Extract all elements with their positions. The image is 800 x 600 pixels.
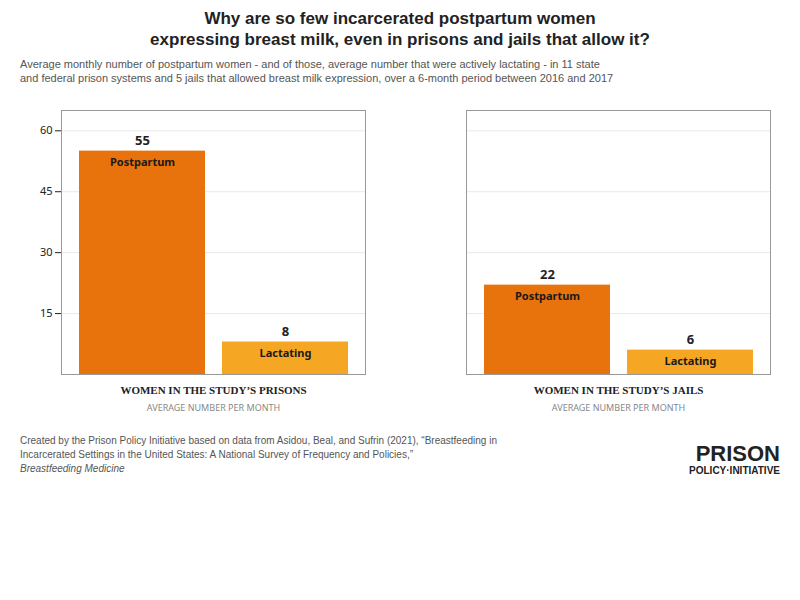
html-text:PRISON: PRISON <box>695 441 780 467</box>
svg-text:8: 8 <box>282 322 289 340</box>
svg-text:30: 30 <box>40 244 53 259</box>
svg-text:WOMEN IN THE STUDY’S JAILS: WOMEN IN THE STUDY’S JAILS <box>534 384 704 396</box>
html-text:Why are so few incarcerated po: Why are so few incarcerated postpartum w… <box>150 9 650 50</box>
svg-text:15: 15 <box>40 305 53 320</box>
svg-text:Lactating: Lactating <box>260 345 312 360</box>
svg-text:6: 6 <box>687 330 694 348</box>
svg-text:45: 45 <box>40 183 53 198</box>
html-text:Created by the Prison Policy I: Created by the Prison Policy Initiative … <box>20 435 497 461</box>
svg-text:AVERAGE NUMBER PER MONTH: AVERAGE NUMBER PER MONTH <box>147 401 280 414</box>
svg-text:60: 60 <box>40 123 53 138</box>
svg-text:22: 22 <box>540 265 555 283</box>
html-text:Average monthly number of post: Average monthly number of postpartum wom… <box>20 57 614 85</box>
svg-text:AVERAGE NUMBER PER MONTH: AVERAGE NUMBER PER MONTH <box>552 401 685 414</box>
html-text:POLICY·INITIATIVE: POLICY·INITIATIVE <box>689 465 780 477</box>
svg-text:Postpartum: Postpartum <box>110 154 175 169</box>
html-text:Breastfeeding Medicine: Breastfeeding Medicine <box>20 463 125 475</box>
svg-text:WOMEN IN THE STUDY’S PRISONS: WOMEN IN THE STUDY’S PRISONS <box>120 384 306 396</box>
svg-text:Postpartum: Postpartum <box>515 288 580 303</box>
svg-text:Lactating: Lactating <box>665 353 717 368</box>
svg-text:55: 55 <box>135 131 150 149</box>
